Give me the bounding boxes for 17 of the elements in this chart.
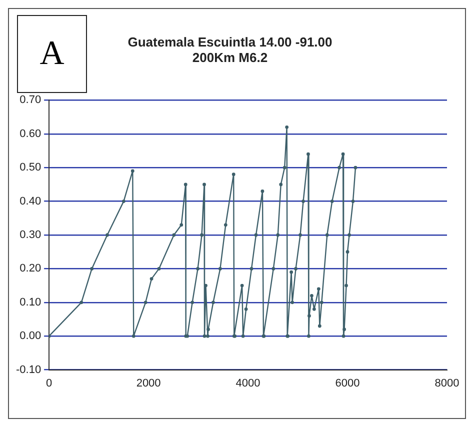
x-tick-label: 0 (46, 377, 52, 390)
x-tick-label: 2000 (136, 377, 161, 390)
x-tick-label: 8000 (434, 377, 460, 390)
text: Guatemala Escuintla 14.00 -91.00 (128, 34, 332, 50)
y-tick-label: -0.10 (16, 364, 42, 376)
y-tick-label: 0.50 (20, 162, 42, 174)
y-tick-label: 0.10 (20, 296, 42, 308)
y-tick-label: 0.20 (20, 262, 42, 275)
y-tick-label: 0.60 (20, 128, 42, 140)
y-tick-label: 0.30 (20, 229, 42, 242)
y-tick-label: 0.00 (20, 330, 42, 342)
y-tick-label: 0.40 (20, 195, 42, 208)
text: A (17, 15, 87, 93)
text: 200Km M6.2 (192, 50, 268, 65)
x-tick-label: 4000 (236, 377, 260, 390)
x-tick-label: 6000 (335, 377, 360, 390)
y-tick-label: 0.70 (20, 94, 42, 106)
